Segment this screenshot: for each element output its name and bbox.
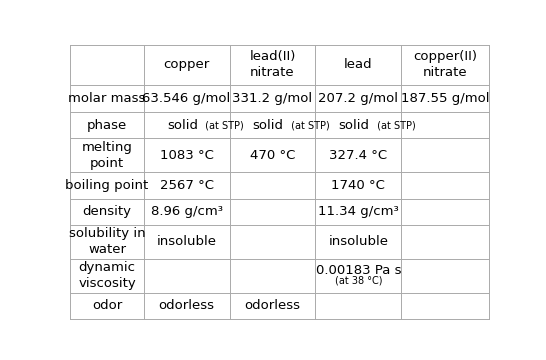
- Text: copper: copper: [163, 58, 210, 71]
- Text: copper(II)
nitrate: copper(II) nitrate: [413, 50, 477, 80]
- Text: (at STP): (at STP): [202, 120, 244, 130]
- Text: solid: solid: [339, 118, 370, 131]
- Text: solid: solid: [167, 118, 198, 131]
- Text: 331.2 g/mol: 331.2 g/mol: [233, 92, 312, 105]
- Text: dynamic
viscosity: dynamic viscosity: [78, 261, 136, 290]
- Text: (at STP): (at STP): [288, 120, 330, 130]
- Text: 470 °C: 470 °C: [250, 149, 295, 162]
- Text: odor: odor: [92, 299, 122, 312]
- Text: 1083 °C: 1083 °C: [159, 149, 213, 162]
- Text: solid: solid: [253, 118, 284, 131]
- Text: molar mass: molar mass: [68, 92, 146, 105]
- Text: insoluble: insoluble: [157, 235, 217, 248]
- Text: 11.34 g/cm³: 11.34 g/cm³: [318, 205, 399, 218]
- Text: density: density: [82, 205, 132, 218]
- Text: solubility in
water: solubility in water: [69, 228, 145, 256]
- Text: 2567 °C: 2567 °C: [159, 179, 213, 192]
- Text: 327.4 °C: 327.4 °C: [329, 149, 388, 162]
- Text: boiling point: boiling point: [66, 179, 149, 192]
- Text: lead(II)
nitrate: lead(II) nitrate: [250, 50, 296, 80]
- Text: lead: lead: [344, 58, 373, 71]
- Text: (at 38 °C): (at 38 °C): [335, 275, 382, 285]
- Text: insoluble: insoluble: [328, 235, 388, 248]
- Text: (at STP): (at STP): [374, 120, 416, 130]
- Text: 1740 °C: 1740 °C: [331, 179, 385, 192]
- Text: 207.2 g/mol: 207.2 g/mol: [318, 92, 399, 105]
- Text: 0.00183 Pa s: 0.00183 Pa s: [316, 264, 401, 278]
- Text: 8.96 g/cm³: 8.96 g/cm³: [151, 205, 223, 218]
- Text: odorless: odorless: [159, 299, 215, 312]
- Text: 187.55 g/mol: 187.55 g/mol: [401, 92, 490, 105]
- Text: melting
point: melting point: [81, 141, 133, 170]
- Text: odorless: odorless: [245, 299, 300, 312]
- Text: 63.546 g/mol: 63.546 g/mol: [143, 92, 231, 105]
- Text: phase: phase: [87, 118, 127, 131]
